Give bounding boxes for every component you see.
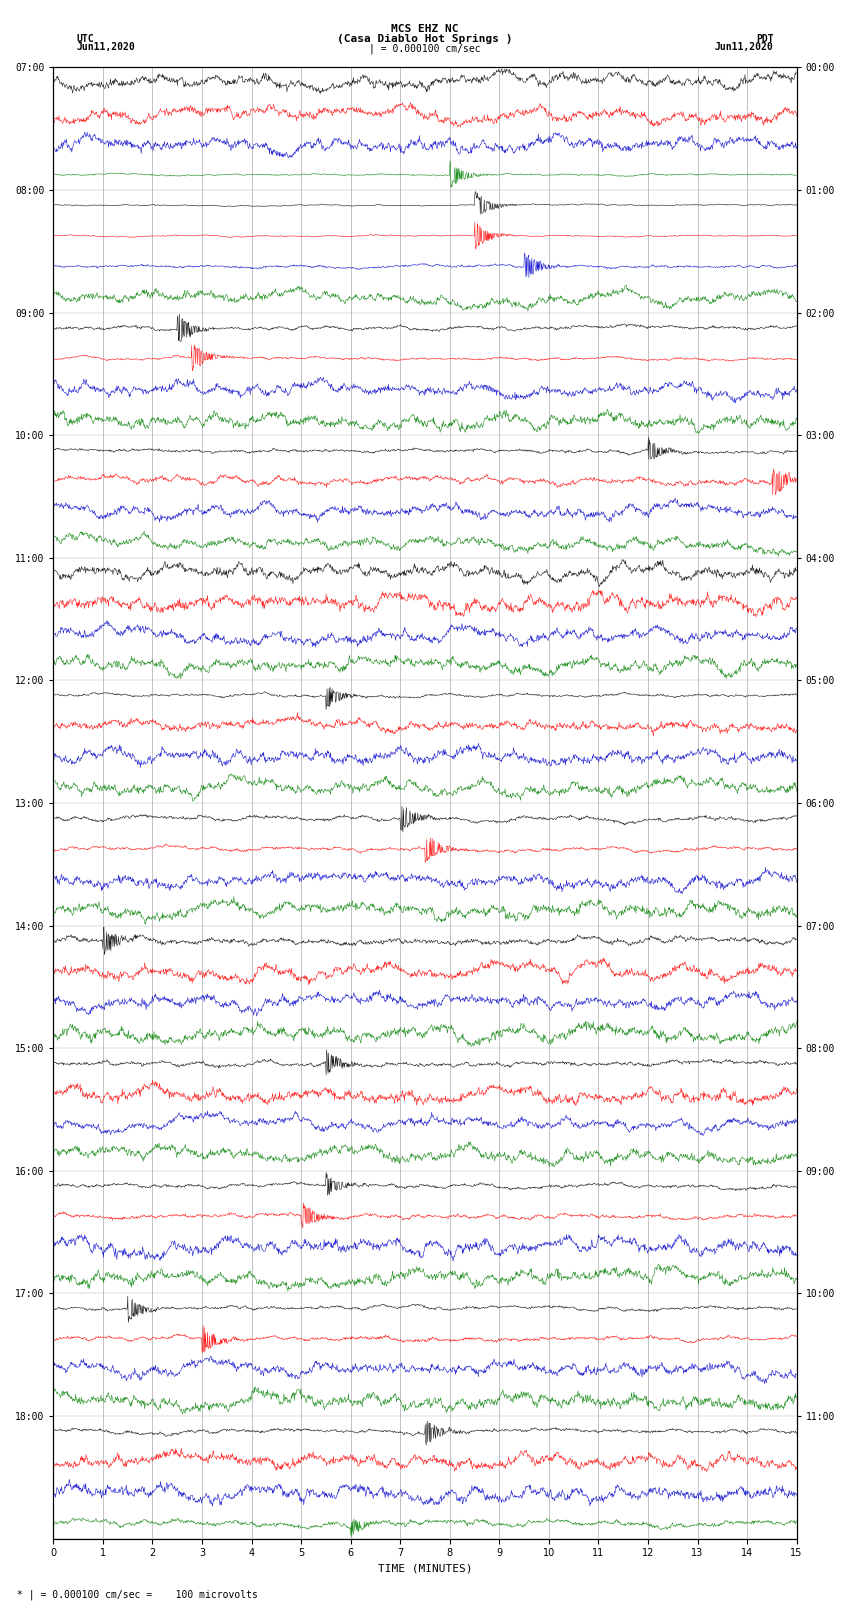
- Text: Jun11,2020: Jun11,2020: [76, 42, 135, 52]
- Text: MCS EHZ NC: MCS EHZ NC: [391, 24, 459, 34]
- Text: PDT: PDT: [756, 34, 774, 44]
- Text: | = 0.000100 cm/sec: | = 0.000100 cm/sec: [369, 44, 481, 55]
- X-axis label: TIME (MINUTES): TIME (MINUTES): [377, 1565, 473, 1574]
- Text: (Casa Diablo Hot Springs ): (Casa Diablo Hot Springs ): [337, 34, 513, 44]
- Text: UTC: UTC: [76, 34, 94, 44]
- Text: Jun11,2020: Jun11,2020: [715, 42, 774, 52]
- Text: * | = 0.000100 cm/sec =    100 microvolts: * | = 0.000100 cm/sec = 100 microvolts: [17, 1589, 258, 1600]
